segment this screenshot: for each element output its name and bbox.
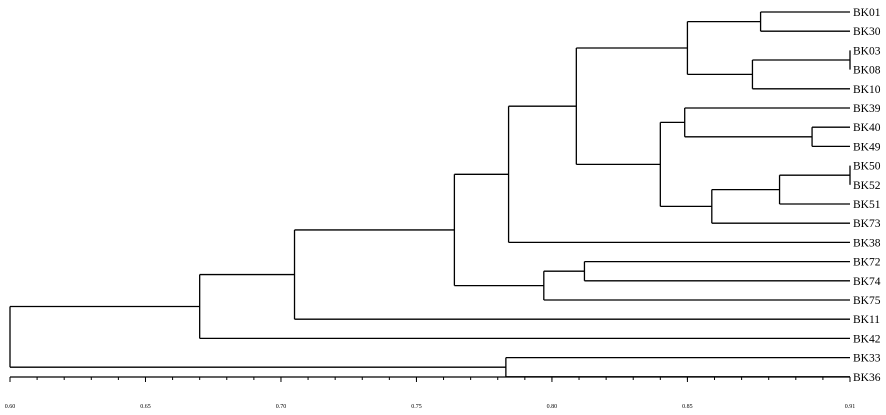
- leaf-label-bk30: BK30: [853, 26, 881, 38]
- x-axis-tick-label: 0.80: [547, 404, 558, 410]
- leaf-label-bk72: BK72: [853, 257, 881, 269]
- x-axis-tick-label: 0.65: [140, 404, 151, 410]
- leaf-label-bk42: BK42: [853, 333, 881, 345]
- leaf-label-bk08: BK08: [853, 65, 881, 77]
- leaf-labels: BK01 BK30 BK03 BK08 BK10 BK39 BK40 BK49 BK50 BK52…: [853, 7, 881, 384]
- x-axis: 0.60 0.65 0.70 0.75 0.80 0.85 0.91: [5, 376, 856, 410]
- leaf-label-bk50: BK50: [853, 161, 881, 173]
- leaf-label-bk74: BK74: [853, 276, 881, 288]
- leaf-label-bk10: BK10: [853, 84, 881, 96]
- x-axis-ticks: 0.60 0.65 0.70 0.75 0.80 0.85 0.91: [5, 377, 856, 410]
- leaf-label-bk39: BK39: [853, 103, 881, 115]
- leaf-label-bk11: BK11: [853, 314, 880, 326]
- leaf-label-bk49: BK49: [853, 141, 881, 153]
- x-axis-tick-label: 0.85: [682, 404, 693, 410]
- leaf-label-bk40: BK40: [853, 122, 881, 134]
- leaf-label-bk38: BK38: [853, 237, 881, 249]
- leaf-label-bk51: BK51: [853, 199, 881, 211]
- x-axis-tick-label: 0.70: [276, 404, 287, 410]
- dendrogram-branches: [9, 11, 851, 378]
- leaf-label-bk36: BK36: [853, 372, 881, 384]
- x-axis-tick-label: 0.91: [845, 404, 856, 410]
- leaf-label-bk01: BK01: [853, 7, 881, 19]
- leaf-label-bk33: BK33: [853, 353, 881, 365]
- x-axis-tick-label: 0.75: [411, 404, 422, 410]
- x-axis-tick-label: 0.60: [5, 404, 16, 410]
- leaf-label-bk03: BK03: [853, 45, 881, 57]
- leaf-label-bk73: BK73: [853, 218, 881, 230]
- leaf-label-bk52: BK52: [853, 180, 881, 192]
- leaf-label-bk75: BK75: [853, 295, 881, 307]
